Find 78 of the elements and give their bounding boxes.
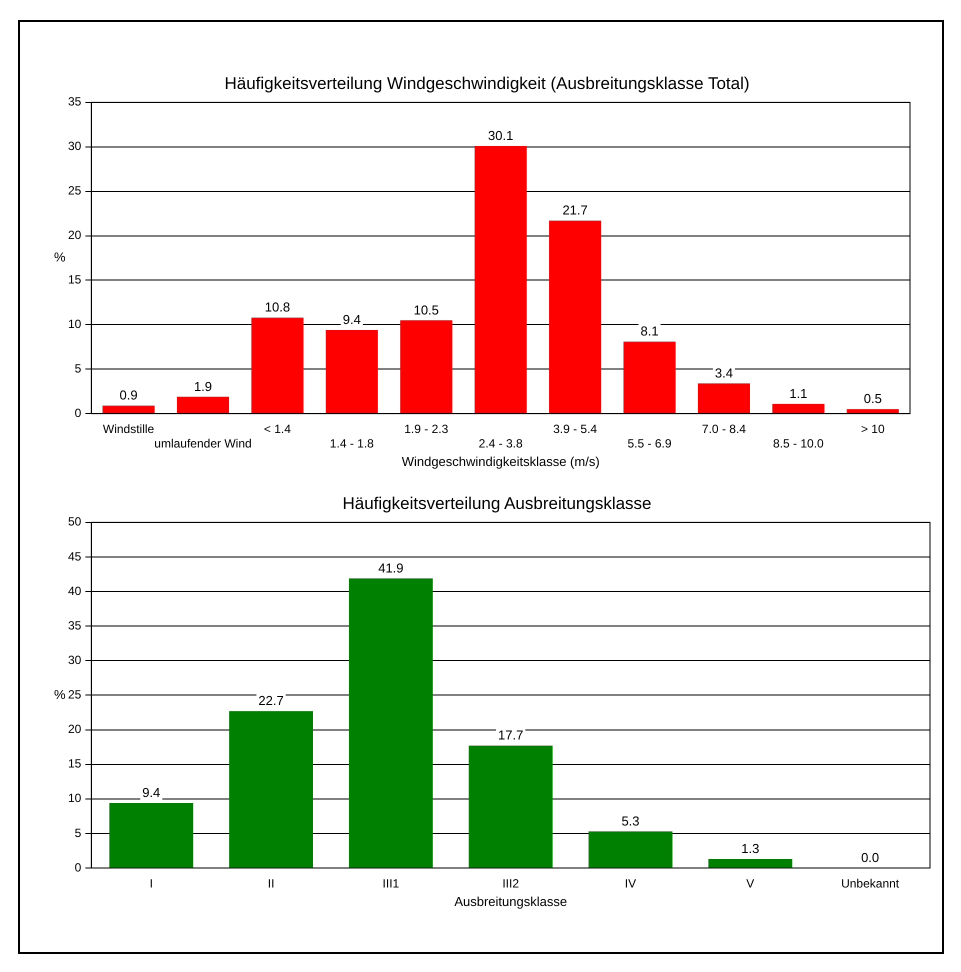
- chart-title: Häufigkeitsverteilung Ausbreitungsklasse: [342, 494, 652, 513]
- x-tick-label: 2.4 - 3.8: [478, 436, 524, 451]
- x-tick-label: 5.5 - 6.9: [628, 436, 672, 451]
- y-tick-label: 30: [68, 139, 82, 154]
- x-tick-label: 1.4 - 1.8: [330, 436, 374, 451]
- x-tick-label: Unbekannt: [841, 876, 900, 891]
- data-label: 17.7: [498, 728, 524, 743]
- bar: [109, 803, 194, 868]
- bar: [549, 220, 602, 414]
- bar: [846, 409, 899, 414]
- data-label: 10.5: [414, 302, 439, 318]
- bar: [623, 342, 676, 414]
- data-label: 30.1: [488, 128, 514, 144]
- bar: [468, 746, 553, 868]
- y-tick-label: 15: [68, 272, 82, 287]
- y-tick-label: 15: [68, 756, 82, 771]
- bar: [698, 383, 750, 414]
- y-tick-label: 5: [74, 826, 82, 840]
- bar: [176, 396, 230, 414]
- bar: [400, 320, 452, 414]
- y-tick-label: 45: [68, 549, 82, 564]
- data-label: 1.9: [194, 378, 212, 394]
- data-label: 3.4: [714, 365, 733, 380]
- x-tick-label: Windstille: [102, 422, 155, 436]
- y-tick-label: 50: [68, 514, 82, 529]
- bar: [251, 318, 304, 414]
- y-tick-label: 30: [68, 652, 82, 667]
- data-label: 21.7: [562, 202, 588, 218]
- y-tick-label: 10: [68, 317, 82, 331]
- y-tick-label: 25: [68, 184, 82, 198]
- x-tick-label: < 1.4: [264, 422, 292, 436]
- bar: [348, 578, 433, 868]
- y-tick-label: 35: [68, 618, 82, 632]
- x-tick-label: 7.0 - 8.4: [702, 422, 746, 436]
- data-label: 0.5: [864, 391, 882, 406]
- bar: [588, 831, 672, 868]
- bar: [474, 146, 527, 414]
- bar: [772, 404, 824, 414]
- x-tick-label: 1.9 - 2.3: [404, 422, 449, 436]
- bar: [708, 859, 792, 868]
- data-label: 41.9: [378, 560, 404, 576]
- bar: [102, 406, 155, 414]
- data-label: 0.0: [861, 850, 880, 866]
- data-label: 10.8: [264, 300, 290, 315]
- x-tick-label: 3.9 - 5.4: [553, 422, 598, 436]
- y-tick-label: 20: [68, 722, 82, 736]
- data-label: 9.4: [142, 785, 160, 800]
- y-tick-label: 40: [68, 584, 82, 598]
- x-tick-label: III1: [382, 876, 400, 891]
- y-tick-label: 0: [74, 860, 82, 874]
- y-tick-label: 25: [68, 688, 82, 702]
- x-tick-label: II: [268, 876, 274, 891]
- data-label: 5.3: [621, 813, 640, 828]
- y-tick-label: 5: [74, 361, 82, 376]
- data-label: 1.1: [789, 386, 808, 401]
- x-tick-label: III2: [502, 876, 520, 891]
- data-label: 8.1: [640, 324, 659, 339]
- y-axis-title: %: [54, 686, 66, 702]
- data-label: 0.9: [120, 388, 138, 403]
- y-axis-title: %: [54, 250, 66, 265]
- x-tick-label: V: [746, 876, 754, 891]
- y-tick-label: 10: [68, 791, 82, 806]
- bar: [326, 330, 378, 414]
- data-label: 1.3: [741, 841, 760, 856]
- x-tick-label: IV: [624, 876, 636, 891]
- y-tick-label: 20: [68, 228, 82, 242]
- chart-title: Häufigkeitsverteilung Windgeschwindigkeit (Ausbreitungsklasse Total): [224, 74, 750, 93]
- y-tick-label: 35: [68, 94, 82, 109]
- data-label: 22.7: [258, 693, 284, 708]
- data-label: 9.4: [342, 312, 361, 328]
- x-tick-label: umlaufender Wind: [154, 436, 252, 451]
- x-axis-title: Ausbreitungsklasse: [454, 894, 568, 909]
- bar: [229, 711, 313, 868]
- x-tick-label: > 10: [860, 422, 885, 436]
- x-tick-label: 8.5 - 10.0: [773, 436, 824, 451]
- x-axis-title: Windgeschwindigkeitsklasse (m/s): [402, 454, 600, 469]
- y-tick-label: 0: [74, 406, 82, 420]
- x-tick-label: I: [150, 876, 153, 891]
